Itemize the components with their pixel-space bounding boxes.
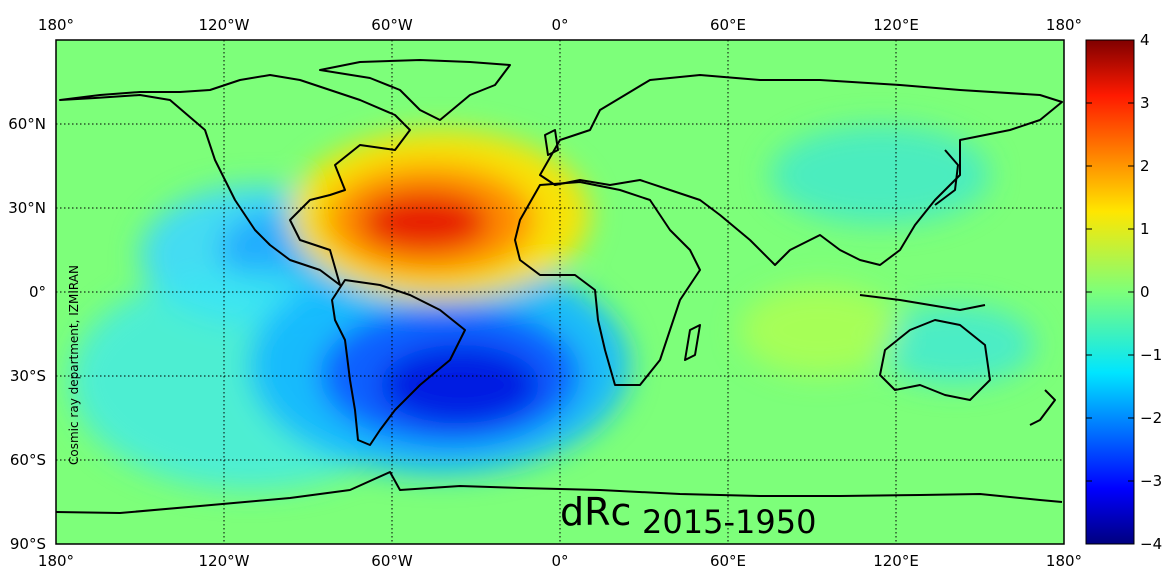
- map-title: dRc: [560, 490, 631, 534]
- coast-greenland: [319, 59, 511, 121]
- lon-tick-bottom-6: 180°: [1046, 552, 1082, 570]
- map-area: [56, 40, 1064, 544]
- coast-north-america: [59, 74, 411, 286]
- lon-tick-top-2: 60°W: [371, 16, 413, 34]
- lat-ticks: 60°N 30°N 0° 30°S 60°S 90°S: [8, 115, 46, 553]
- anomaly-north-atlantic-core: [360, 192, 490, 252]
- lat-tick-3: 30°S: [10, 367, 46, 385]
- lat-tick-4: 60°S: [10, 451, 46, 469]
- lon-tick-bottom-5: 120°E: [873, 552, 919, 570]
- colorbar-tick-8: −4: [1140, 535, 1162, 553]
- lat-tick-0: 60°N: [8, 115, 46, 133]
- colorbar-tick-0: 4: [1140, 31, 1150, 49]
- coast-australia: [879, 319, 991, 401]
- map-title-period: 2015-1950: [642, 503, 816, 541]
- lon-tick-bottom-0: 180°: [38, 552, 74, 570]
- colorbar-tick-7: −3: [1140, 472, 1162, 490]
- lon-tick-bottom-3: 0°: [551, 552, 568, 570]
- coast-africa: [514, 181, 701, 386]
- colorbar-tick-2: 2: [1140, 157, 1150, 175]
- credit-label: Cosmic ray department, IZMIRAN: [67, 265, 81, 465]
- coast-madagascar: [684, 324, 701, 361]
- colorbar: [1085, 39, 1135, 545]
- coast-europe-asia: [539, 74, 1063, 266]
- lon-ticks-top: 180° 120°W 60°W 0° 60°E 120°E 180°: [38, 16, 1082, 34]
- lon-tick-top-6: 180°: [1046, 16, 1082, 34]
- map-frame: [55, 39, 1065, 545]
- anomaly-south-atlantic-core: [380, 345, 540, 425]
- anomaly-indian-ocean: [740, 285, 900, 375]
- lon-tick-top-0: 180°: [38, 16, 74, 34]
- lat-tick-2: 0°: [29, 283, 46, 301]
- coast-south-america: [331, 279, 466, 446]
- coast-indonesia: [859, 294, 986, 311]
- coast-antarctica: [56, 471, 1063, 514]
- anomaly-field: [70, 125, 1035, 490]
- lon-tick-bottom-4: 60°E: [710, 552, 746, 570]
- lat-tick-5: 90°S: [10, 535, 46, 553]
- colorbar-tick-3: 1: [1140, 220, 1150, 238]
- graticule: [56, 40, 1064, 544]
- coast-japan: [934, 149, 959, 206]
- lon-tick-bottom-1: 120°W: [199, 552, 250, 570]
- coastlines: [56, 59, 1063, 514]
- colorbar-tick-6: −2: [1140, 409, 1162, 427]
- lat-tick-1: 30°N: [8, 199, 46, 217]
- colorbar-tick-1: 3: [1140, 94, 1150, 112]
- colorbar-tick-5: −1: [1140, 346, 1162, 364]
- lon-ticks-bottom: 180° 120°W 60°W 0° 60°E 120°E 180°: [38, 552, 1082, 570]
- coast-new-zealand: [1029, 389, 1056, 426]
- lon-tick-top-5: 120°E: [873, 16, 919, 34]
- colorbar-tick-4: 0: [1140, 283, 1150, 301]
- lon-tick-top-3: 0°: [551, 16, 568, 34]
- lon-tick-top-4: 60°E: [710, 16, 746, 34]
- colorbar-ticks: 4 3 2 1 0 −1 −2 −3 −4: [1086, 31, 1162, 553]
- lon-tick-top-1: 120°W: [199, 16, 250, 34]
- anomaly-australia: [875, 305, 1035, 385]
- lon-tick-bottom-2: 60°W: [371, 552, 413, 570]
- coast-uk: [544, 129, 559, 156]
